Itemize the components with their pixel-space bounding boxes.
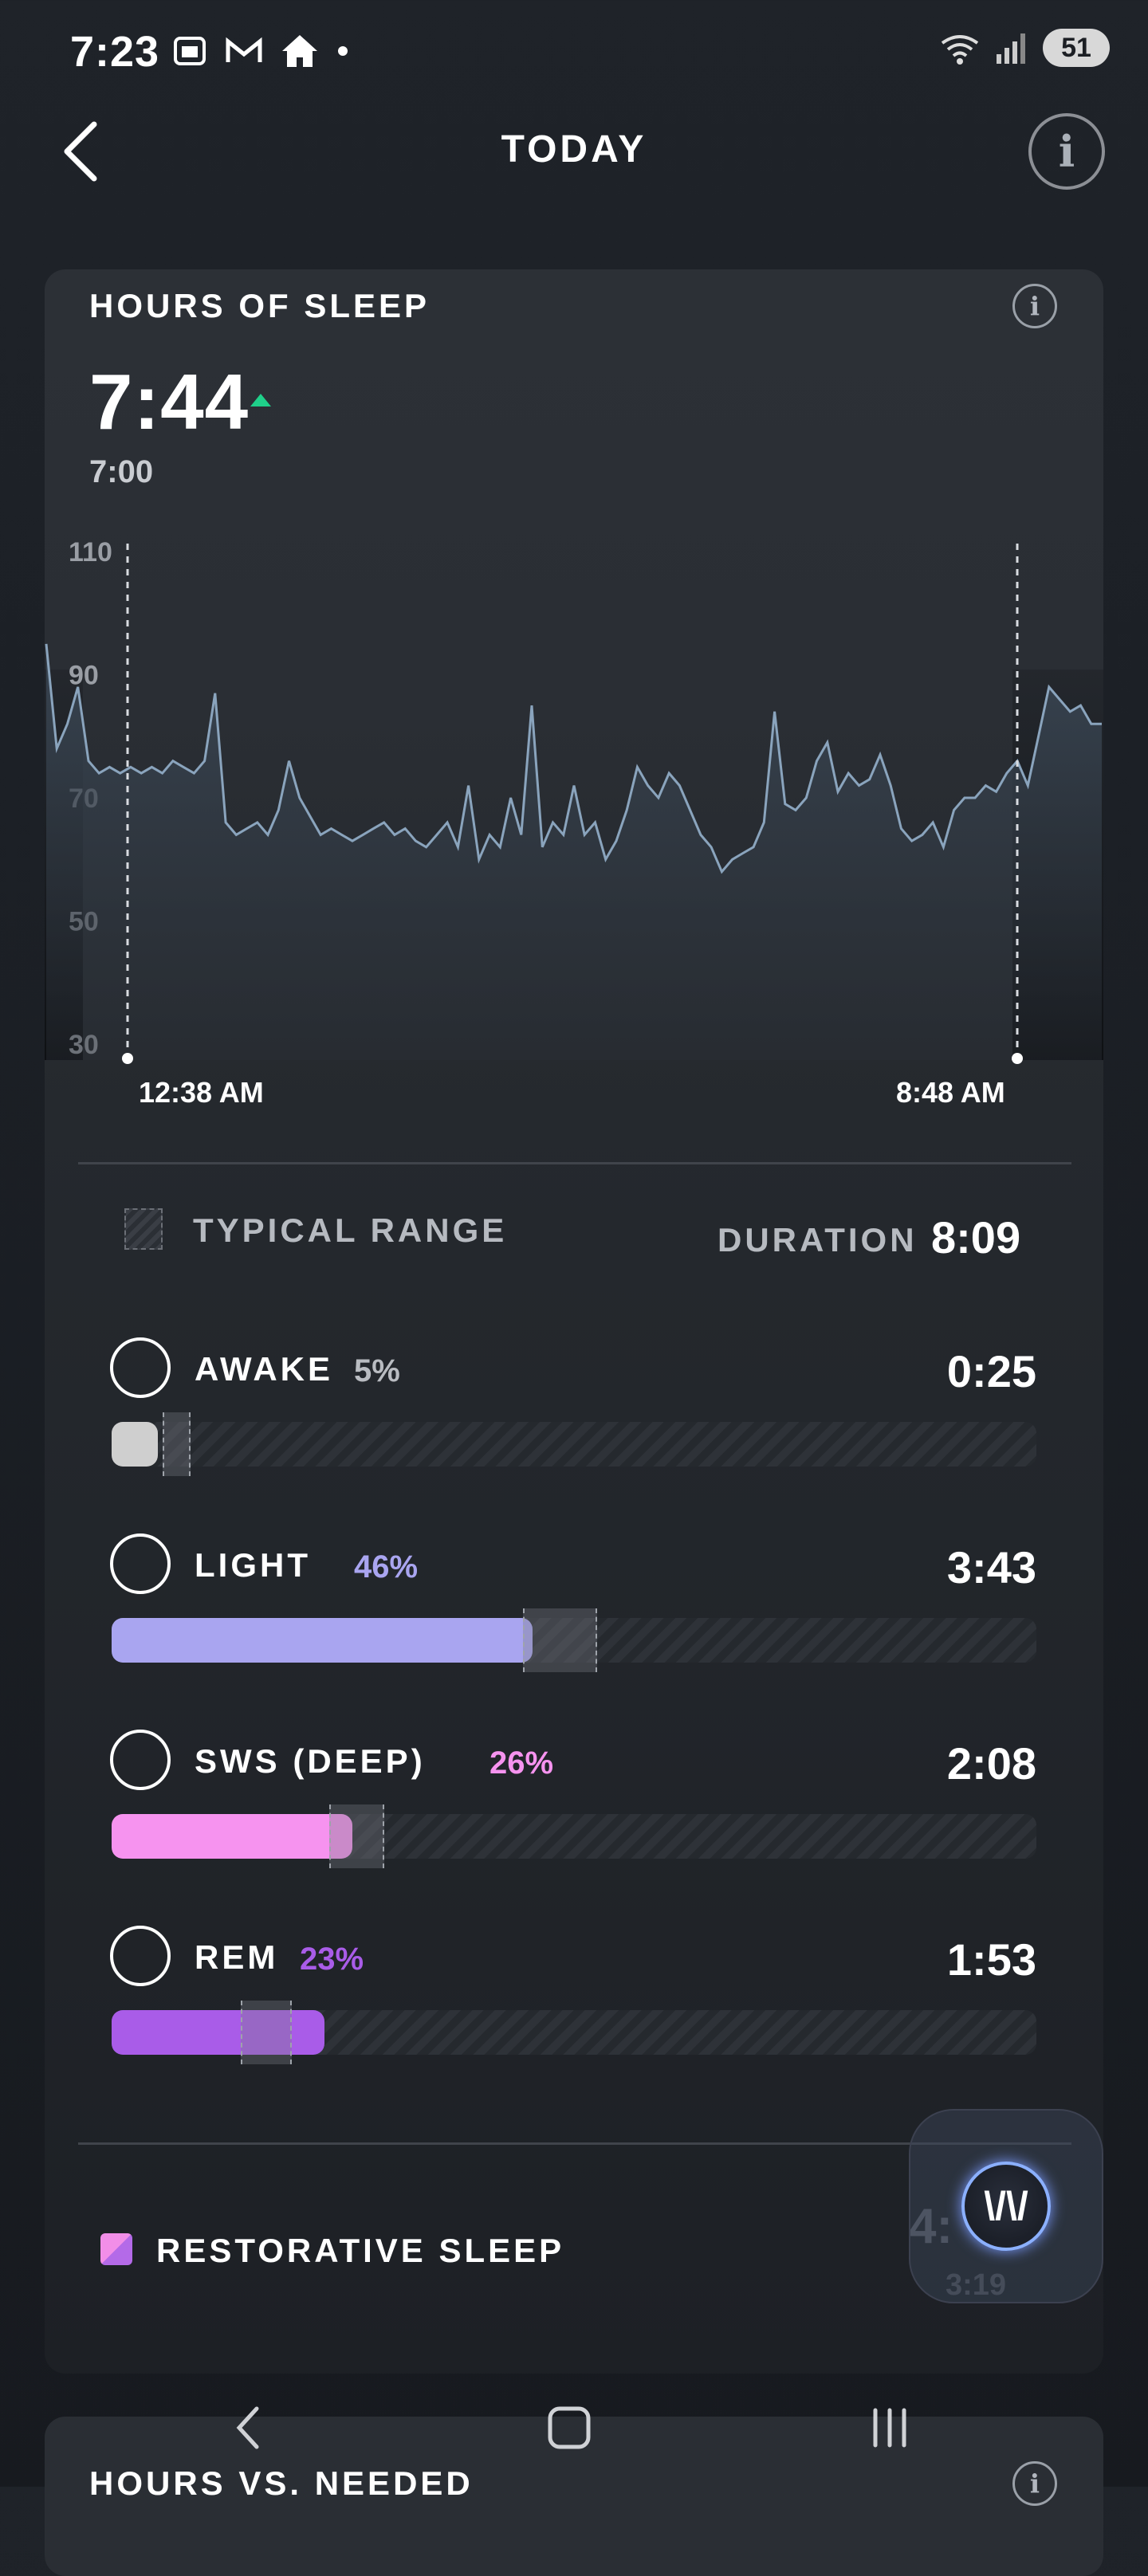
sleep-needed-value: 7:00 [89,454,154,489]
page-title: TODAY [501,128,647,171]
nav-back-icon [236,2406,259,2449]
coach-button[interactable]: \/\/ [961,2162,1051,2251]
nav-recents-icon [873,2408,906,2448]
info-icon: i [1029,291,1040,321]
signal-icon [997,33,1025,64]
stage-name: REM [195,1938,279,1976]
section-divider [78,1162,1071,1164]
stage-percent: 23% [300,1942,364,1977]
stage-bar [112,1608,1036,1672]
card-title: HOURS OF SLEEP [89,287,431,324]
typical-range-marker [241,2001,293,2064]
battery-indicator: 51 [1043,29,1110,67]
duration-label: DURATION [718,1221,918,1259]
section-divider [78,2142,1071,2145]
stage-percent: 46% [354,1549,419,1584]
stage-bar-fill [112,1618,533,1663]
stage-percent: 5% [354,1353,400,1388]
stage-bar-fill [112,2010,324,2055]
stage-name: LIGHT [195,1546,311,1584]
nav-home-icon [548,2406,591,2449]
stage-toggle[interactable] [110,1730,171,1790]
stage-duration: 2:08 [946,1738,1036,1789]
hours-vs-needed-info-button[interactable]: i [1012,2461,1057,2506]
sleep-start-time: 12:38 AM [139,1076,264,1109]
restorative-sleep-value: 4: [909,2199,953,2254]
stage-percent: 26% [489,1745,554,1781]
y-tick-label: 110 [69,537,112,567]
stage-duration: 1:53 [946,1934,1036,1985]
heart-rate-line [45,643,1102,874]
sleep-end-time: 8:48 AM [896,1076,1005,1109]
stage-name: AWAKE [195,1350,334,1388]
back-button[interactable] [56,120,112,183]
stage-duration: 0:25 [946,1346,1036,1396]
stage-duration: 3:43 [946,1542,1036,1592]
home-icon [282,35,317,67]
stage-bar [112,1804,1036,1868]
status-time: 7:23 [70,28,160,76]
hours-vs-needed-title: HOURS VS. NEEDED [89,2464,474,2502]
card-info-button[interactable]: i [1012,284,1057,328]
typical-range-swatch [124,1208,163,1250]
info-icon: i [1029,2468,1040,2499]
restorative-swatch [100,2233,132,2265]
y-tick-label: 90 [69,661,99,691]
stage-bar [112,2001,1036,2064]
typical-range-marker [328,1804,385,1868]
wifi-icon [941,35,979,65]
stage-name: SWS (DEEP) [195,1742,426,1780]
heart-rate-chart: 11090705030 [45,537,1103,1064]
restorative-sleep-label: RESTORATIVE SLEEP [156,2232,565,2269]
nav-recents-button[interactable] [858,2396,922,2460]
dot-icon [338,46,348,56]
duration-value: 8:09 [931,1212,1021,1262]
status-system-icons: 51 [938,29,1110,67]
nav-back-button[interactable] [217,2396,281,2460]
gmail-icon [226,37,262,62]
typical-range-label: TYPICAL RANGE [193,1211,508,1249]
trend-up-icon [250,394,271,406]
sleep-end-dot [1012,1053,1023,1064]
info-button[interactable]: i [1028,113,1105,190]
whoop-logo-icon: \/\/ [984,2184,1028,2228]
stage-toggle[interactable] [110,1337,171,1398]
stage-bar-fill [112,1814,352,1859]
status-notification-icons [171,32,351,70]
typical-range-marker [523,1608,597,1672]
chevron-left-icon [64,121,97,182]
typical-range-marker [162,1412,191,1476]
stage-bar [112,1412,1036,1476]
nav-home-button[interactable] [537,2396,601,2460]
stage-toggle[interactable] [110,1533,171,1594]
chart-area [46,643,1102,1060]
hours-of-sleep-value: 7:44 [89,358,250,446]
info-icon: i [1058,126,1075,177]
stage-toggle[interactable] [110,1926,171,1986]
screenshot-icon [174,37,206,65]
stage-bar-fill [112,1422,158,1467]
restorative-sleep-subvalue: 3:19 [946,2268,1007,2302]
sleep-start-dot [122,1053,133,1064]
